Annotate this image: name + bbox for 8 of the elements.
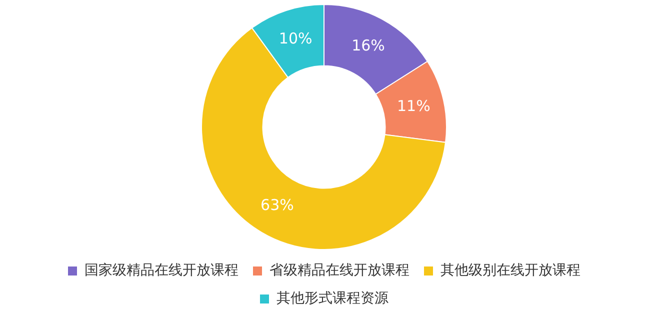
data-label: 63% xyxy=(260,196,294,214)
legend-label: 省级精品在线开放课程 xyxy=(270,262,410,279)
legend-label: 其他形式课程资源 xyxy=(276,290,388,307)
data-label: 16% xyxy=(352,36,385,54)
data-label: 11% xyxy=(396,96,430,115)
legend-label: 其他级别在线开放课程 xyxy=(440,262,580,279)
data-label: 10% xyxy=(278,30,312,48)
legend-label: 国家级精品在线开放课程 xyxy=(84,262,238,279)
